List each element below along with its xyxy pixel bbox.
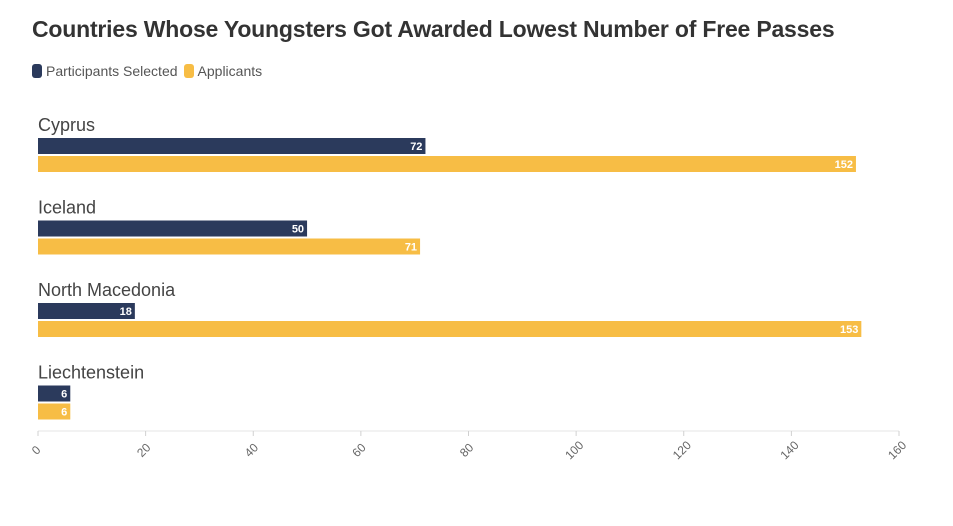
legend-label-participants-selected: Participants Selected: [46, 63, 178, 79]
legend-label-applicants: Applicants: [197, 63, 263, 79]
category-label: Cyprus: [38, 115, 95, 135]
x-tick-label: 0: [29, 443, 44, 458]
bar: [38, 156, 856, 172]
legend: Participants Selected Applicants: [32, 63, 268, 79]
category-label: Liechtenstein: [38, 363, 144, 383]
bar: [38, 220, 308, 237]
x-tick-label: 140: [778, 438, 802, 462]
data-label: 152: [835, 159, 853, 171]
bar: [38, 303, 135, 319]
data-label: 18: [120, 306, 132, 318]
data-label: 6: [61, 407, 67, 419]
x-tick-label: 160: [885, 438, 909, 462]
chart-title: Countries Whose Youngsters Got Awarded L…: [32, 16, 835, 42]
bar: [38, 238, 421, 255]
x-tick-label: 120: [670, 438, 694, 462]
legend-swatch-participants-selected: [32, 64, 42, 78]
data-label: 72: [410, 141, 422, 153]
data-label: 71: [405, 242, 417, 254]
data-label: 6: [61, 389, 67, 401]
legend-item-participants-selected[interactable]: Participants Selected: [32, 63, 178, 79]
bar: [38, 403, 71, 420]
data-label: 153: [840, 324, 858, 336]
x-tick-label: 20: [134, 440, 154, 460]
category-label: North Macedonia: [38, 280, 176, 300]
bar: [38, 138, 426, 154]
legend-swatch-applicants: [183, 64, 194, 78]
x-tick-label: 40: [242, 440, 262, 460]
bar: [38, 321, 862, 337]
bar: [38, 385, 71, 402]
x-tick-label: 60: [349, 440, 369, 460]
x-tick-label: 100: [562, 438, 586, 462]
data-label: 50: [292, 224, 304, 236]
legend-item-applicants[interactable]: Applicants: [183, 63, 263, 79]
category-label: Iceland: [38, 198, 96, 218]
x-tick-label: 80: [457, 440, 477, 460]
